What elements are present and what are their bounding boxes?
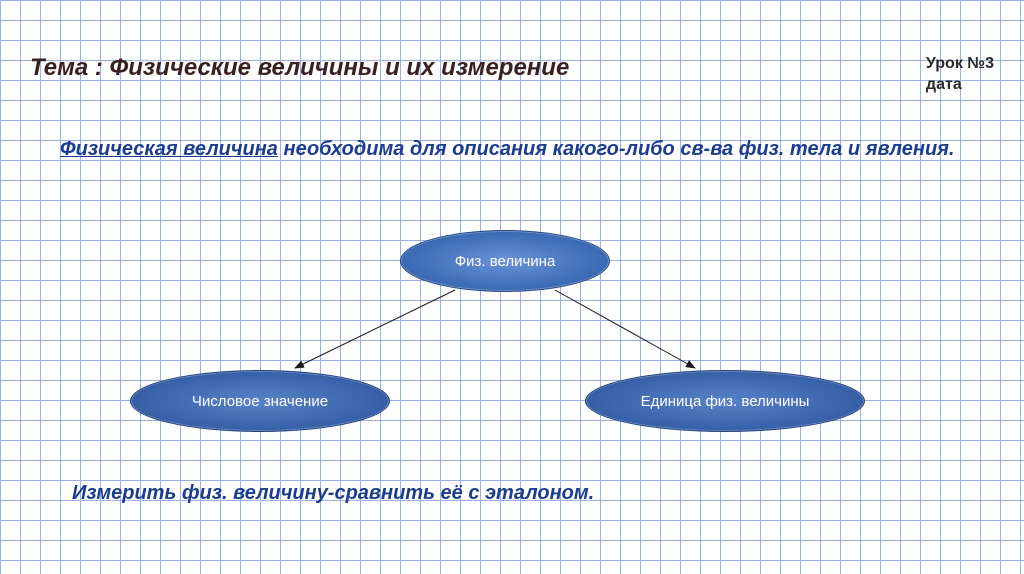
page-title: Тема : Физические величины и их измерени… [30,54,569,82]
node-left: Числовое значение [130,370,390,432]
header-row: Тема : Физические величины и их измерени… [30,54,994,96]
node-right: Единица физ. величины [585,370,865,432]
definition-text: Физическая величина необходима для описа… [60,130,964,168]
slide-content: Тема : Физические величины и их измерени… [0,0,1024,574]
node-root: Физ. величина [400,230,610,292]
definition-term: Физическая величина [60,138,278,160]
lesson-number: Урок №3 [926,54,994,75]
node-left-label: Числовое значение [192,393,328,410]
node-root-label: Физ. величина [455,253,556,270]
lesson-date-label: дата [926,75,994,96]
concept-diagram: Физ. величина Числовое значение Единица … [0,220,1024,440]
definition-rest: необходима для описания какого-либо св-в… [278,138,955,160]
edge-root-left [295,290,455,368]
node-right-label: Единица физ. величины [641,393,810,410]
edge-root-right [555,290,695,368]
lesson-meta: Урок №3 дата [926,54,994,96]
footer-statement: Измерить физ. величину-сравнить её с эта… [72,482,594,505]
